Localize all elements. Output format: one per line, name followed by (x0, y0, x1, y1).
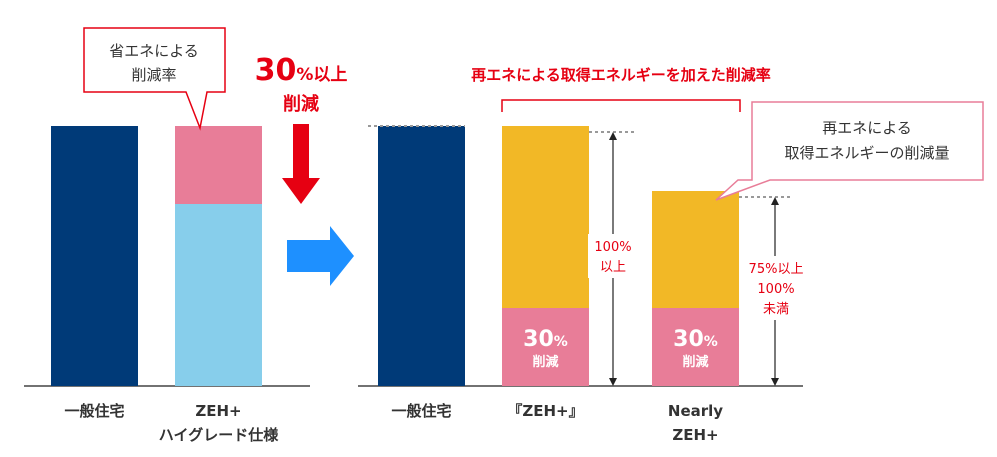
left-callout-text-line-2: 削減率 (131, 66, 176, 84)
right-bar-2-base (502, 308, 589, 386)
right-bar-3-inner-sub: 削減 (682, 354, 708, 370)
measure-label-zeh-line-2: 以上 (600, 260, 626, 275)
right-category-label-2-line-1: 『ZEH+』 (507, 402, 583, 420)
right-header-bracket (501, 99, 741, 112)
measure-arrow-zeh-head-bottom (609, 378, 617, 386)
right-bar-2-renewable (502, 126, 589, 308)
right-category-label-1-line-1: 一般住宅 (391, 402, 451, 420)
left-category-label-2-line-2: ハイグレード仕様 (159, 426, 279, 444)
measure-label-nearly-line-2: 100% (757, 282, 794, 297)
right-callout-box (715, 101, 984, 201)
right-bar-2-inner-sub: 削減 (532, 354, 558, 370)
measure-label-zeh-line-1: 100% (594, 240, 631, 255)
left-category-label-1-line-1: 一般住宅 (64, 402, 124, 420)
left-reduction-percent-label: 30%以上 (255, 53, 348, 88)
right-bar-3-base (652, 308, 739, 386)
right-bar-1-base (378, 126, 465, 386)
right-callout-text-line-1: 再エネによる (822, 119, 912, 137)
measure-label-nearly-line-1: 75%以上 (749, 262, 804, 277)
left-category-label-2-line-1: ZEH+ (195, 402, 241, 420)
left-bar-2-base (175, 204, 262, 386)
measure-label-nearly-line-3: 未満 (763, 302, 789, 317)
measure-arrow-nearly-head-top (771, 197, 779, 205)
left-bar-1-base (51, 126, 138, 386)
right-arrow-icon (287, 226, 354, 286)
measure-arrow-nearly-head-bottom (771, 378, 779, 386)
left-bar-2-reduction (175, 126, 262, 204)
right-bar-2-inner-percent: 30% (523, 327, 568, 352)
right-header-label: 再エネによる取得エネルギーを加えた削減率 (471, 66, 771, 84)
measure-arrow-zeh-head-top (609, 132, 617, 140)
right-callout-text-line-2: 取得エネルギーの削減量 (784, 144, 949, 162)
down-arrow-icon (282, 124, 320, 204)
right-bar-3-inner-percent: 30% (673, 327, 718, 352)
right-bar-3-renewable (652, 191, 739, 308)
left-callout-box (83, 27, 226, 131)
right-category-label-3-line-2: ZEH+ (672, 426, 718, 444)
left-callout-text-line-1: 省エネによる (109, 42, 199, 60)
right-category-label-3-line-1: Nearly (668, 402, 723, 420)
left-reduction-sub-label: 削減 (283, 93, 319, 115)
measure-label-nearly-bg (742, 256, 810, 320)
measure-label-zeh-bg (588, 234, 638, 278)
